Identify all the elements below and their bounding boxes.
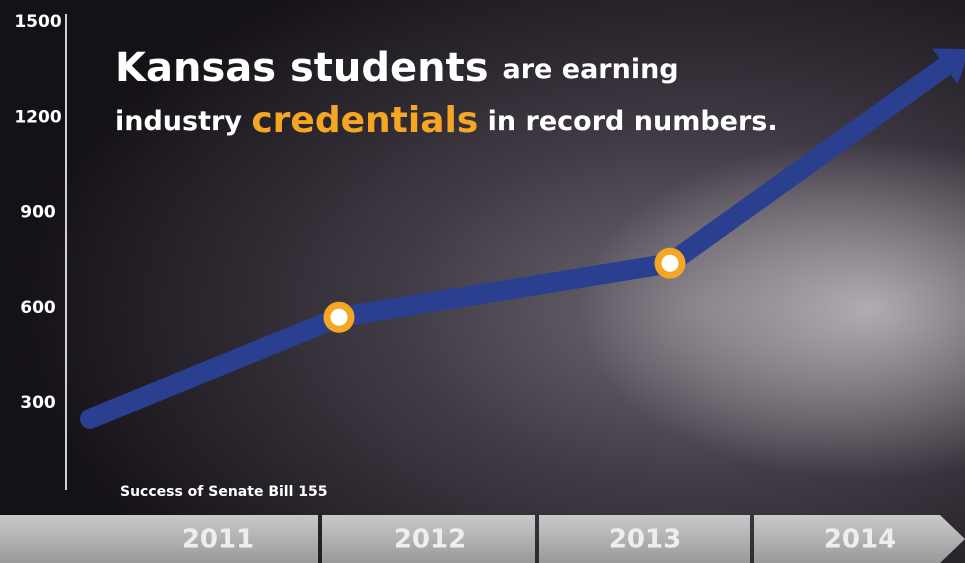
y-tick-label: 1500: [14, 12, 61, 32]
annotation: Success of Senate Bill 155: [120, 484, 327, 500]
x-tick-label: 2013: [609, 525, 681, 555]
title-part: credentials: [251, 100, 478, 141]
title-part: industry: [115, 106, 242, 137]
title-part: are earning: [503, 54, 679, 85]
title-part: in record numbers.: [488, 106, 778, 137]
y-tick-label: 1200: [14, 107, 61, 127]
title-part: Kansas students: [115, 45, 489, 91]
x-axis-band: [0, 515, 965, 563]
title: industry credentials in record numbers.: [115, 100, 778, 141]
y-tick-label: 300: [20, 393, 56, 413]
point-marker: [658, 251, 682, 275]
page: Kansas students are earning industry cre…: [0, 0, 965, 563]
band-tile: [0, 515, 318, 563]
y-tick-label: 900: [20, 203, 56, 223]
point-marker: [327, 305, 351, 329]
x-tick-label: 2011: [182, 525, 254, 555]
chart: Kansas students are earning industry cre…: [0, 0, 965, 563]
y-tick-label: 600: [20, 298, 56, 318]
x-tick-label: 2012: [394, 525, 466, 555]
x-tick-label: 2014: [824, 525, 896, 555]
